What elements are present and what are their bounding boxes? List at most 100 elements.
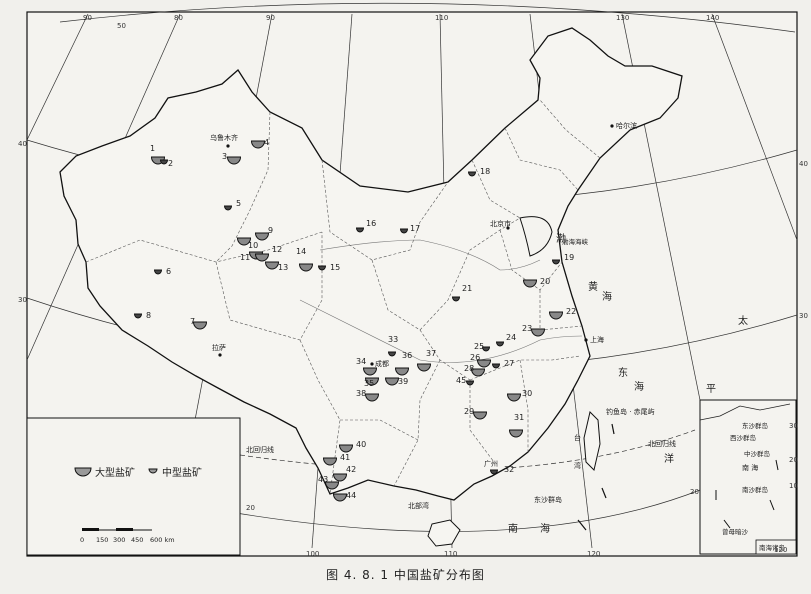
label-dongsha: 东沙群岛 bbox=[534, 495, 562, 504]
scale-label-300: 300 bbox=[113, 536, 125, 544]
legend-large-label: 大型盐矿 bbox=[95, 466, 135, 479]
inset-nansha: 南沙群岛 bbox=[742, 485, 768, 494]
legend-medium-label: 中型盐矿 bbox=[162, 466, 202, 479]
city-guangzhou: 广州 bbox=[484, 459, 498, 468]
salt-mine-label-40: 40 bbox=[356, 440, 366, 449]
parallel-label-right-40: 40 bbox=[799, 160, 808, 168]
salt-mine-marker-9-large bbox=[254, 232, 270, 241]
parallel-50 bbox=[59, 2, 796, 33]
bohai-bay bbox=[519, 216, 553, 257]
salt-mine-marker-45-medium bbox=[465, 380, 475, 386]
salt-mine-marker-20-large bbox=[522, 279, 538, 288]
sea-huanghai-1: 黄 bbox=[588, 280, 598, 293]
salt-mine-label-6: 6 bbox=[166, 267, 171, 276]
salt-mine-marker-8-medium bbox=[133, 313, 143, 319]
city-dot-harbin bbox=[610, 124, 614, 128]
salt-mine-marker-6-medium bbox=[153, 269, 163, 275]
sea-donghai-2: 海 bbox=[634, 380, 644, 393]
sea-bohai-strait: 渤海海峡 bbox=[562, 237, 589, 246]
salt-mine-label-12: 12 bbox=[272, 245, 282, 254]
parallel-label-20: 20 bbox=[246, 504, 255, 512]
salt-mine-label-10: 10 bbox=[248, 241, 258, 250]
salt-mine-label-13: 13 bbox=[278, 263, 288, 272]
salt-mine-label-3: 3 bbox=[222, 152, 227, 161]
salt-mine-label-18: 18 bbox=[480, 167, 490, 176]
salt-mine-label-2: 2 bbox=[168, 159, 173, 168]
salt-mine-marker-13-large bbox=[264, 261, 280, 270]
salt-mine-marker-33-medium bbox=[387, 351, 397, 357]
salt-mine-label-27: 27 bbox=[504, 359, 514, 368]
salt-mine-label-17: 17 bbox=[410, 224, 420, 233]
city-dot-urumqi bbox=[226, 144, 230, 148]
salt-mine-label-44: 44 bbox=[346, 491, 356, 500]
salt-mine-label-8: 8 bbox=[146, 311, 151, 320]
salt-mine-marker-34-large bbox=[362, 367, 378, 376]
strait-taiwan-2: 湾 bbox=[574, 461, 581, 470]
salt-mine-label-23: 23 bbox=[522, 324, 532, 333]
salt-mine-marker-24-medium bbox=[495, 341, 505, 347]
salt-mine-label-19: 19 bbox=[564, 253, 574, 262]
meridian-label-top-2: 80 bbox=[174, 14, 183, 22]
meridian-label-bottom-100: 100 bbox=[306, 550, 319, 558]
salt-mine-label-29: 29 bbox=[464, 407, 474, 416]
legend-medium-icon bbox=[148, 468, 158, 474]
salt-mine-marker-31-large bbox=[508, 429, 524, 438]
salt-mine-label-22: 22 bbox=[566, 307, 576, 316]
salt-mine-marker-10-large bbox=[236, 237, 252, 246]
meridian-label-top-3: 90 bbox=[266, 14, 275, 22]
city-lhasa: 拉萨 bbox=[212, 343, 226, 352]
ocean-taiping-2: 平 bbox=[706, 384, 716, 395]
salt-mine-marker-22-large bbox=[548, 311, 564, 320]
salt-mine-marker-18-medium bbox=[467, 171, 477, 177]
parallel-20 bbox=[229, 489, 701, 532]
salt-mine-marker-16-medium bbox=[355, 227, 365, 233]
salt-mine-label-35: 35 bbox=[364, 379, 374, 388]
inset-coast bbox=[699, 403, 791, 421]
salt-mine-label-33: 33 bbox=[388, 335, 398, 344]
city-dot-shanghai bbox=[584, 338, 588, 342]
ocean-taiping-1: 太 bbox=[738, 314, 748, 327]
salt-mine-label-43: 43 bbox=[318, 475, 328, 484]
legend-large-icon bbox=[74, 467, 92, 477]
scale-bar: 0 150 300 450 600 km bbox=[80, 528, 175, 544]
city-dot-beijing bbox=[506, 226, 510, 230]
salt-mine-label-32: 32 bbox=[504, 465, 514, 474]
salt-mine-label-41: 41 bbox=[340, 453, 350, 462]
tropic-line bbox=[239, 429, 696, 471]
tropic-label: 北回归线 bbox=[246, 445, 274, 454]
salt-mine-marker-43-large bbox=[324, 481, 340, 490]
salt-mine-marker-42-large bbox=[332, 473, 348, 482]
salt-mine-marker-29-large bbox=[472, 411, 488, 420]
scale-label-0: 0 bbox=[80, 536, 84, 544]
city-shanghai: 上海 bbox=[590, 335, 604, 344]
salt-mine-label-1: 1 bbox=[150, 144, 155, 153]
salt-mine-label-20: 20 bbox=[540, 277, 550, 286]
hainan-island bbox=[427, 519, 461, 547]
parallel-label-right-30: 30 bbox=[799, 312, 808, 320]
inset-caption-box bbox=[755, 539, 797, 555]
inset-nanhai: 南 海 bbox=[742, 463, 758, 472]
salt-mine-marker-32-medium bbox=[489, 469, 499, 475]
strait-taiwan-1: 台 bbox=[574, 433, 581, 442]
salt-mine-label-15: 15 bbox=[330, 263, 340, 272]
salt-mine-label-34: 34 bbox=[356, 357, 366, 366]
salt-mine-marker-21-medium bbox=[451, 296, 461, 302]
salt-mine-marker-5-medium bbox=[223, 205, 233, 211]
ocean-yang: 洋 bbox=[664, 452, 674, 465]
salt-mine-marker-41-large bbox=[322, 457, 338, 466]
salt-mine-marker-40-large bbox=[338, 444, 354, 453]
city-chengdu: 成都 bbox=[375, 359, 389, 368]
inset-xisha: 西沙群岛 bbox=[730, 433, 756, 442]
legend-box bbox=[26, 417, 241, 556]
salt-mine-label-38: 38 bbox=[356, 389, 366, 398]
salt-mine-label-16: 16 bbox=[366, 219, 376, 228]
salt-mine-marker-23-large bbox=[530, 328, 546, 337]
salt-mine-label-30: 30 bbox=[522, 389, 532, 398]
salt-mine-marker-27-medium bbox=[491, 363, 501, 369]
meridian-140 bbox=[711, 13, 798, 241]
salt-mine-marker-14-large bbox=[298, 263, 314, 272]
city-urumqi: 乌鲁木齐 bbox=[210, 133, 238, 142]
salt-mine-label-21: 21 bbox=[462, 284, 472, 293]
salt-mine-label-45: 45 bbox=[456, 376, 466, 385]
sea-nanhai-1: 南 bbox=[508, 522, 518, 535]
